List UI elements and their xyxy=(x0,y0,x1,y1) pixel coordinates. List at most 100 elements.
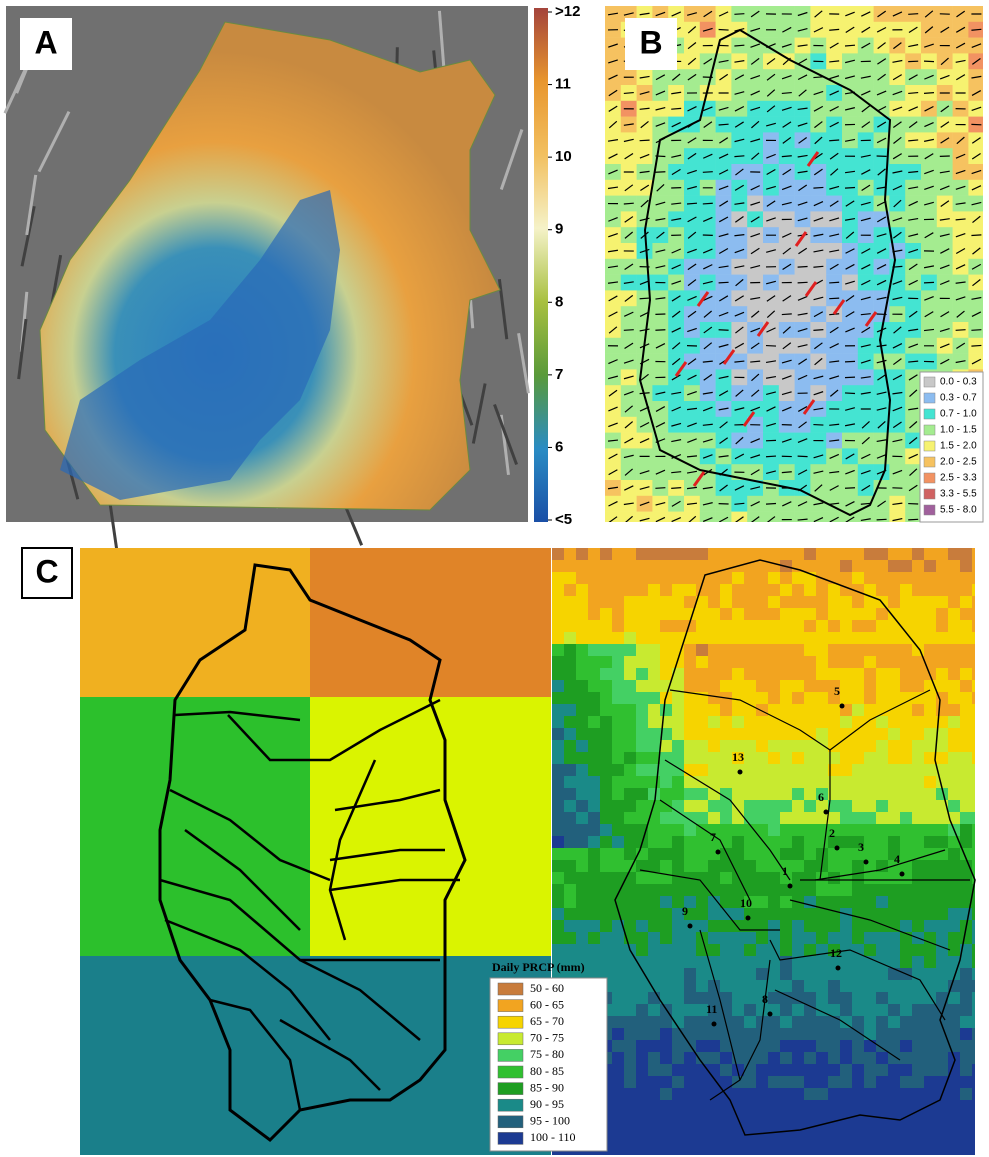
grid-cell xyxy=(552,872,564,884)
grid-cell xyxy=(720,608,732,620)
grid-cell xyxy=(612,1040,624,1052)
grid-cell xyxy=(636,1112,648,1124)
grid-cell xyxy=(936,584,948,596)
grid-cell xyxy=(576,872,588,884)
grid-cell xyxy=(720,992,732,1004)
grid-cell xyxy=(816,1112,828,1124)
grid-cell xyxy=(708,644,720,656)
colorbar-tick-label: 7 xyxy=(555,366,563,383)
grid-cell xyxy=(600,788,612,800)
grid-cell xyxy=(660,548,672,560)
grid-cell xyxy=(624,884,636,896)
grid-cell xyxy=(612,608,624,620)
flow-arrow xyxy=(829,29,839,30)
grid-cell xyxy=(660,1124,672,1136)
grid-cell xyxy=(864,644,876,656)
grid-cell xyxy=(816,1100,828,1112)
grid-cell xyxy=(864,968,876,980)
grid-cell xyxy=(660,896,672,908)
zone xyxy=(80,697,311,957)
grid-cell xyxy=(864,1040,876,1052)
grid-cell xyxy=(768,1016,780,1028)
grid-cell xyxy=(972,1100,984,1112)
grid-cell xyxy=(708,944,720,956)
legend-swatch xyxy=(924,457,935,467)
grid-cell xyxy=(576,896,588,908)
grid-cell xyxy=(684,764,696,776)
grid-cell xyxy=(600,668,612,680)
grid-cell xyxy=(660,1052,672,1064)
grid-cell xyxy=(864,608,876,620)
grid-cell xyxy=(780,1136,792,1148)
flow-arrow xyxy=(655,330,665,331)
grid-cell xyxy=(756,1112,768,1124)
grid-cell xyxy=(720,848,732,860)
grid-cell xyxy=(924,788,936,800)
grid-cell xyxy=(936,1052,948,1064)
grid-cell xyxy=(576,668,588,680)
grid-cell xyxy=(636,572,648,584)
grid-cell xyxy=(696,560,708,572)
grid-cell xyxy=(816,836,828,848)
grid-cell xyxy=(576,560,588,572)
grid-cell xyxy=(600,716,612,728)
grid-cell xyxy=(900,1088,912,1100)
grid-cell xyxy=(864,1064,876,1076)
grid-cell xyxy=(888,668,900,680)
grid-cell xyxy=(744,932,756,944)
grid-cell xyxy=(852,776,864,788)
grid-cell xyxy=(648,668,660,680)
grid-cell xyxy=(636,632,648,644)
grid-cell xyxy=(804,1040,816,1052)
grid-cell xyxy=(684,668,696,680)
grid-cell xyxy=(924,728,936,740)
grid-cell xyxy=(564,788,576,800)
grid-cell xyxy=(732,608,744,620)
grid-cell xyxy=(876,800,888,812)
grid-cell xyxy=(900,740,912,752)
grid-cell xyxy=(552,740,564,752)
flow-arrow xyxy=(845,377,855,378)
grid-cell xyxy=(696,632,708,644)
grid-cell xyxy=(660,1076,672,1088)
grid-cell xyxy=(960,956,972,968)
grid-cell xyxy=(888,680,900,692)
grid-cell xyxy=(876,656,888,668)
grid-cell xyxy=(672,1040,684,1052)
grid-cell xyxy=(888,884,900,896)
grid-cell xyxy=(672,836,684,848)
grid-cell xyxy=(744,956,756,968)
grid-cell xyxy=(636,800,648,812)
grid-cell xyxy=(648,908,660,920)
grid-cell xyxy=(840,1028,852,1040)
grid-cell xyxy=(912,668,924,680)
grid-cell xyxy=(768,680,780,692)
grid-cell xyxy=(648,788,660,800)
grid-cell xyxy=(708,608,720,620)
grid-cell xyxy=(876,1076,888,1088)
grid-cell xyxy=(648,692,660,704)
grid-cell xyxy=(684,788,696,800)
grid-cell xyxy=(624,848,636,860)
grid-cell xyxy=(600,860,612,872)
grid-cell xyxy=(600,848,612,860)
grid-cell xyxy=(828,980,840,992)
grid-cell xyxy=(768,1148,780,1157)
grid-cell xyxy=(840,752,852,764)
grid-cell xyxy=(564,836,576,848)
grid-cell xyxy=(864,728,876,740)
grid-cell xyxy=(732,728,744,740)
grid-cell xyxy=(780,596,792,608)
grid-cell xyxy=(816,596,828,608)
grid-cell xyxy=(732,836,744,848)
grid-cell xyxy=(900,560,912,572)
grid-cell xyxy=(660,560,672,572)
grid-cell xyxy=(648,776,660,788)
grid-cell xyxy=(972,596,984,608)
grid-cell xyxy=(672,1064,684,1076)
grid-cell xyxy=(756,632,768,644)
grid-cell xyxy=(624,776,636,788)
grid-cell xyxy=(588,752,600,764)
grid-cell xyxy=(648,596,660,608)
grid-cell xyxy=(744,836,756,848)
